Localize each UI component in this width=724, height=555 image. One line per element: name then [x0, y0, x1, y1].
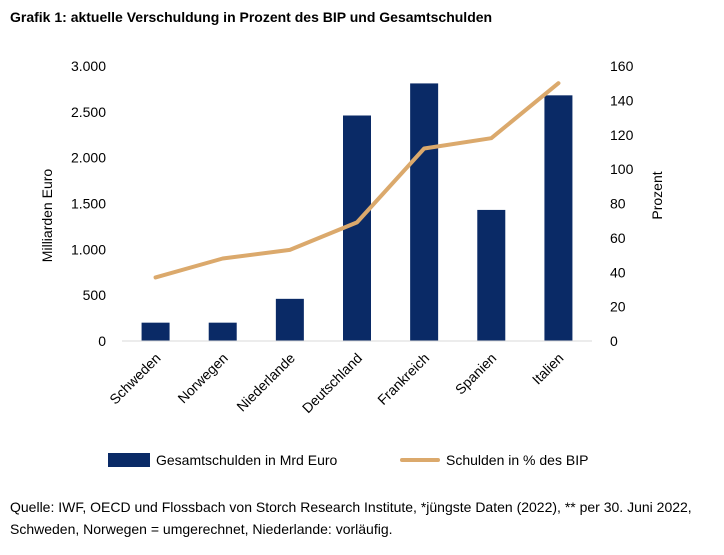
- y-tick-right-label: 60: [610, 230, 626, 246]
- legend-item-bars: Gesamtschulden in Mrd Euro: [108, 452, 337, 468]
- x-axis-categories: Schweden Norwegen Niederlande Deutschland Fr…: [106, 350, 566, 416]
- y-axis-left-title: Milliarden Euro: [39, 169, 55, 263]
- y-tick-right-label: 80: [610, 196, 626, 212]
- y-axis-right-ticks: 0 20 40 60 80 100 120 140 160: [610, 58, 634, 349]
- legend-label-line: Schulden in % des BIP: [446, 452, 589, 468]
- y-tick-right-label: 160: [610, 58, 634, 74]
- y-tick-left-label: 0: [98, 333, 106, 349]
- legend-swatch-bar: [108, 453, 150, 467]
- bar: [141, 322, 170, 341]
- x-tick-label: Schweden: [106, 350, 164, 408]
- y-tick-right-label: 0: [610, 333, 618, 349]
- bar: [544, 95, 573, 341]
- x-tick-label: Frankreich: [374, 350, 432, 408]
- y-axis-right-label-group: Prozent: [649, 171, 665, 219]
- y-tick-left-label: 3.000: [71, 58, 106, 74]
- bar-series: [141, 83, 573, 342]
- bar: [208, 322, 237, 341]
- x-tick-label: Spanien: [452, 350, 500, 398]
- y-tick-left-label: 2.500: [71, 104, 106, 120]
- y-tick-right-label: 100: [610, 161, 634, 177]
- line-series: [153, 81, 561, 280]
- y-axis-right-title: Prozent: [649, 171, 665, 219]
- y-tick-right-label: 140: [610, 92, 634, 108]
- y-tick-left-label: 500: [83, 287, 107, 303]
- y-axis-left-ticks: 0 500 1.000 1.500 2.000 2.500 3.000: [71, 58, 106, 349]
- y-tick-left-label: 1.500: [71, 196, 106, 212]
- x-tick-label: Norwegen: [174, 350, 230, 406]
- chart-title: Grafik 1: aktuelle Verschuldung in Proze…: [10, 9, 493, 25]
- legend-label-bars: Gesamtschulden in Mrd Euro: [156, 452, 338, 468]
- bar: [275, 298, 304, 341]
- legend-swatch-line: [400, 458, 440, 462]
- bar: [477, 209, 506, 341]
- y-tick-right-label: 20: [610, 299, 626, 315]
- bar: [410, 83, 439, 342]
- x-tick-label: Niederlande: [233, 350, 298, 415]
- source-note: Quelle: IWF, OECD und Flossbach von Stor…: [10, 499, 692, 537]
- y-axis-left-label-group: Milliarden Euro: [39, 169, 55, 263]
- y-tick-left-label: 1.000: [71, 241, 106, 257]
- y-tick-right-label: 40: [610, 264, 626, 280]
- x-tick-label: Italien: [529, 350, 567, 388]
- x-tick-label: Deutschland: [299, 350, 365, 416]
- y-tick-left-label: 2.000: [71, 150, 106, 166]
- y-tick-right-label: 120: [610, 127, 634, 143]
- legend-item-line: Schulden in % des BIP: [400, 452, 588, 468]
